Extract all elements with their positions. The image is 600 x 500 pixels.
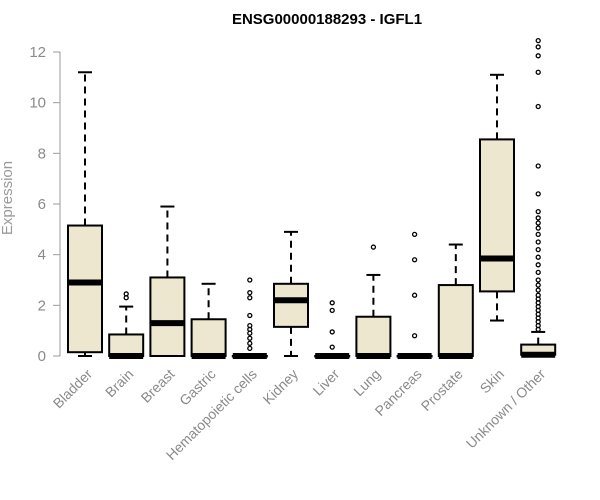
outlier-point bbox=[123, 291, 129, 297]
outlier-point bbox=[247, 312, 253, 319]
outlier-point bbox=[535, 225, 541, 231]
chart-title: ENSG00000188293 - IGFL1 bbox=[232, 11, 422, 28]
outlier-point bbox=[247, 335, 253, 341]
outlier-point bbox=[247, 295, 253, 301]
iqr-box bbox=[190, 318, 227, 357]
iqr-box bbox=[67, 224, 103, 354]
outlier-point bbox=[535, 163, 541, 169]
outlier-point bbox=[247, 340, 253, 346]
x-tick-label: Lung bbox=[350, 366, 383, 399]
y-axis: 0 2 4 6 8 10 12 bbox=[29, 44, 61, 365]
outlier-point bbox=[329, 300, 335, 306]
outlier-point bbox=[535, 53, 541, 59]
outlier-point bbox=[247, 345, 253, 352]
outlier-point bbox=[535, 282, 541, 288]
y-tick-label: 6 bbox=[38, 196, 46, 213]
x-tick-label: Liver bbox=[310, 366, 343, 399]
box-3 bbox=[190, 282, 227, 359]
iqr-box bbox=[437, 284, 474, 358]
outlier-point bbox=[535, 239, 541, 245]
outlier-point bbox=[535, 103, 541, 110]
box-11 bbox=[520, 37, 557, 358]
outlier-point bbox=[535, 292, 541, 298]
outlier-point bbox=[535, 246, 541, 253]
outlier-point bbox=[247, 322, 253, 329]
box-4 bbox=[231, 277, 268, 359]
box-10 bbox=[479, 73, 515, 322]
outlier-point bbox=[535, 215, 541, 221]
box-1 bbox=[108, 291, 145, 359]
outlier-point bbox=[535, 262, 541, 268]
outlier-point bbox=[329, 329, 335, 335]
boxes-group bbox=[67, 37, 557, 359]
box-7 bbox=[355, 244, 392, 359]
outlier-point bbox=[411, 231, 418, 238]
box-5 bbox=[273, 230, 309, 357]
outlier-point bbox=[535, 44, 541, 50]
outlier-point bbox=[535, 269, 541, 276]
box-2 bbox=[149, 205, 186, 358]
box-0 bbox=[67, 71, 103, 357]
outlier-point bbox=[535, 208, 541, 215]
x-tick-label: Brain bbox=[102, 366, 136, 400]
outlier-point bbox=[247, 277, 253, 283]
iqr-box bbox=[273, 282, 309, 328]
x-tick-label: Bladder bbox=[50, 366, 96, 412]
outlier-point bbox=[535, 231, 541, 238]
iqr-box bbox=[355, 315, 392, 358]
y-tick-label: 10 bbox=[29, 95, 46, 112]
iqr-box bbox=[108, 333, 145, 358]
iqr-box bbox=[479, 138, 515, 293]
outlier-point bbox=[535, 220, 541, 226]
outlier-point bbox=[535, 277, 541, 283]
y-tick-label: 4 bbox=[38, 247, 46, 264]
y-tick-label: 2 bbox=[38, 297, 46, 314]
y-tick-label: 0 bbox=[38, 348, 46, 365]
y-axis-label: Expression bbox=[0, 161, 16, 235]
outlier-point bbox=[535, 254, 541, 260]
y-tick-label: 12 bbox=[29, 44, 46, 61]
outlier-point bbox=[535, 191, 541, 197]
outlier-point bbox=[535, 37, 541, 44]
y-tick-label: 8 bbox=[38, 145, 46, 162]
x-tick-label: Kidney bbox=[260, 366, 302, 408]
box-9 bbox=[437, 243, 474, 359]
iqr-box bbox=[149, 276, 186, 358]
outlier-point bbox=[329, 307, 335, 314]
box-6 bbox=[314, 300, 351, 359]
x-tick-label: Skin bbox=[477, 366, 508, 397]
outlier-point bbox=[535, 69, 541, 75]
outlier-point bbox=[411, 257, 418, 263]
outlier-point bbox=[411, 292, 418, 298]
x-tick-label: Breast bbox=[138, 366, 178, 406]
outlier-point bbox=[329, 344, 335, 350]
outlier-point bbox=[247, 290, 253, 296]
outlier-point bbox=[535, 287, 541, 293]
outlier-point bbox=[370, 244, 377, 250]
x-tick-label: Prostate bbox=[418, 366, 466, 414]
outlier-point bbox=[411, 333, 418, 339]
box-8 bbox=[396, 231, 433, 359]
